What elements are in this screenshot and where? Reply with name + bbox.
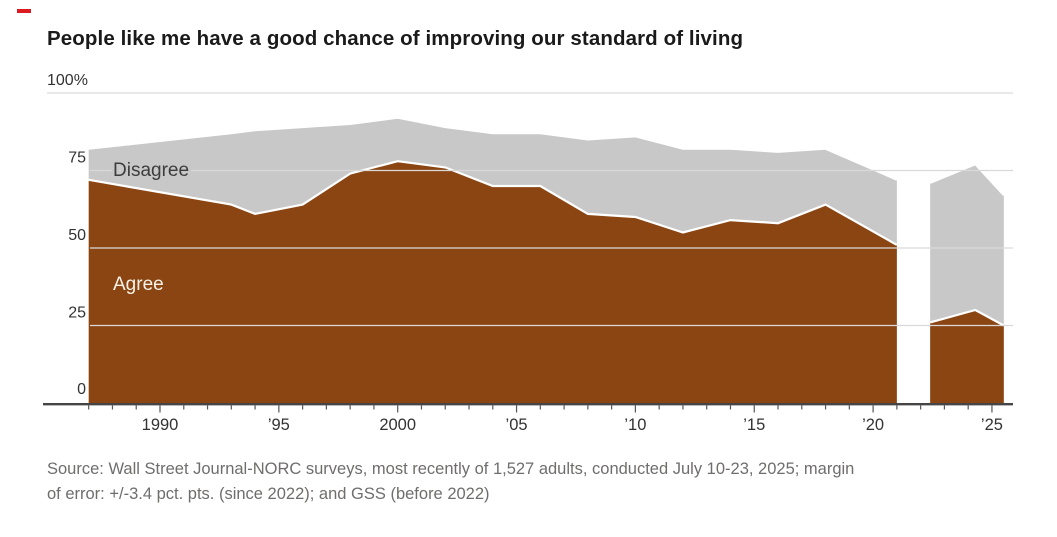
- chart-title: People like me have a good chance of imp…: [47, 27, 744, 50]
- x-tick-label-1990: 1990: [142, 416, 179, 434]
- disagree-top-edge-gss: [88, 116, 898, 181]
- y-tick-label-100: 100%: [47, 72, 88, 89]
- axis-labels: 100% 75 50 25 0 1990 ’95 2000 ’05 ’10 ’15 ’20 ’25 Dis…: [47, 72, 1003, 434]
- x-axis: [43, 403, 1013, 413]
- x-tick-label-2000: 2000: [379, 416, 416, 434]
- agree-series-label: Agree: [113, 274, 164, 295]
- stacked-area-plot: 100% 75 50 25 0 1990 ’95 2000 ’05 ’10 ’15 ’20 ’25 Dis…: [43, 72, 1013, 434]
- source-line-1: Source: Wall Street Journal-NORC surveys…: [47, 460, 855, 478]
- source-note: Source: Wall Street Journal-NORC surveys…: [47, 457, 1027, 507]
- x-tick-label-2020: ’20: [862, 416, 884, 434]
- x-tick-label-1995: ’95: [268, 416, 290, 434]
- agree-top-edge-wsj: [929, 308, 1005, 327]
- gridlines: [47, 92, 1013, 327]
- y-tick-label-75: 75: [68, 150, 86, 167]
- disagree-area-wsj: [930, 164, 1004, 326]
- area-fills: [88, 117, 1004, 403]
- disagree-top-edge-wsj: [929, 163, 1005, 196]
- y-tick-label-0: 0: [77, 381, 86, 398]
- agree-top-edge-gss: [88, 160, 898, 246]
- disagree-series-label: Disagree: [113, 160, 189, 181]
- source-line-2: of error: +/-3.4 pct. pts. (since 2022);…: [47, 485, 490, 503]
- area-edges: [88, 116, 1005, 327]
- chart-area: 100% 75 50 25 0 1990 ’95 2000 ’05 ’10 ’15 ’20 ’25 Dis…: [43, 72, 1013, 434]
- x-tick-label-2005: ’05: [506, 416, 528, 434]
- x-tick-label-2015: ’15: [743, 416, 765, 434]
- x-tick-label-2025: ’25: [981, 416, 1003, 434]
- y-tick-label-50: 50: [68, 227, 86, 244]
- x-tick-label-2010: ’10: [624, 416, 646, 434]
- agree-area-gss: [88, 161, 897, 403]
- red-kicker-dash: [17, 9, 31, 13]
- agree-area-wsj: [930, 310, 1004, 403]
- y-tick-label-25: 25: [68, 305, 86, 322]
